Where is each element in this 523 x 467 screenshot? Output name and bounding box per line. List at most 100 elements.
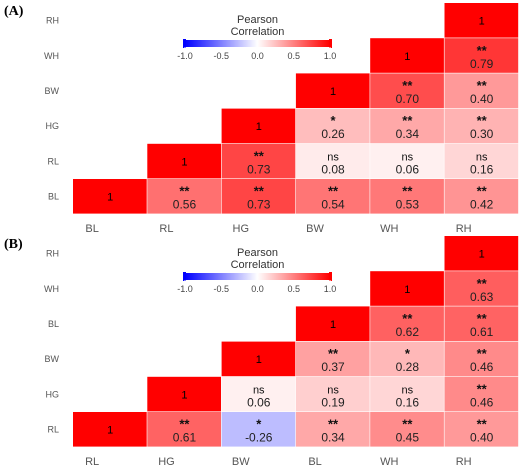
cell-value-label: 0.61 — [470, 325, 494, 339]
heatmap-cell — [370, 143, 444, 179]
cell-value-label: 0.73 — [247, 162, 271, 176]
heatmap-cell — [444, 108, 519, 144]
cell-value-label: 1 — [181, 156, 187, 168]
heatmap-cell — [147, 143, 221, 179]
x-tick-label: WH — [380, 223, 398, 235]
panel-label-a: (A) — [4, 4, 24, 19]
heatmap-cell — [295, 179, 370, 214]
y-tick-label: RH — [46, 249, 59, 259]
x-tick-label: WH — [380, 456, 398, 467]
cell-value-label: 0.40 — [470, 92, 494, 106]
heatmap-cell — [295, 341, 370, 377]
cell-value-label: 0.06 — [247, 395, 271, 409]
cell-significance-label: ** — [477, 346, 488, 361]
heatmap-cell — [147, 412, 221, 447]
legend-colorbar-cap — [329, 39, 332, 48]
x-tick-label: RL — [159, 223, 173, 235]
x-tick-label: BL — [85, 223, 98, 235]
cell-value-label: 0.79 — [470, 57, 494, 71]
correlation-heatmap-b: (B) 1 1 ** 0.63 1 ** 0.62 ** 0.61 1 ** 0.37 * 0.28 ** 0… — [0, 233, 523, 467]
heatmap-cell — [147, 179, 221, 214]
heatmap-cell — [370, 179, 444, 214]
heatmap-cell — [370, 412, 444, 447]
heatmap-cell — [370, 38, 444, 73]
cell-value-label: 0.45 — [396, 431, 420, 445]
cell-value-label: 1 — [107, 425, 113, 437]
legend-tick-label: 0.0 — [251, 51, 264, 61]
legend-title: Pearson — [237, 247, 278, 259]
cell-value-label: 0.62 — [396, 325, 420, 339]
heatmap-cell — [370, 341, 444, 377]
cell-value-label: 0.19 — [321, 395, 345, 409]
x-tick-label: HG — [233, 223, 250, 235]
cell-significance-label: * — [405, 346, 411, 361]
cell-significance-label: ** — [477, 113, 488, 128]
cell-value-label: 0.16 — [470, 162, 494, 176]
y-tick-label: BL — [48, 319, 59, 329]
heatmap-cell — [295, 143, 370, 179]
cell-value-label: 0.37 — [321, 360, 345, 374]
x-tick-label: BL — [308, 456, 321, 467]
cell-value-label: 0.63 — [470, 290, 494, 304]
cell-significance-label: ns — [402, 384, 414, 396]
x-tick-label: BW — [306, 223, 324, 235]
heatmap-cell — [370, 108, 444, 144]
heatmap-cell — [295, 108, 370, 144]
cell-value-label: 1 — [479, 249, 485, 261]
legend-tick-label: -0.5 — [213, 284, 229, 294]
cell-value-label: 1 — [330, 86, 336, 98]
y-tick-label: WH — [44, 51, 59, 61]
heatmap-cell — [73, 179, 147, 214]
heatmap-cell — [444, 236, 519, 271]
heatmap-a-svg: 11 **0.791 **0.70**0.401 *0.26**0.34**0.301… — [44, 3, 519, 235]
cell-significance-label: ns — [253, 384, 265, 396]
cell-value-label: 0.28 — [396, 360, 420, 374]
cell-value-label: 0.73 — [247, 198, 271, 212]
y-tick-label: BL — [48, 192, 59, 202]
heatmap-cell — [147, 376, 221, 412]
heatmap-cell — [444, 376, 519, 412]
heatmap-cell — [221, 179, 296, 214]
legend-title: Correlation — [231, 26, 285, 38]
cell-significance-label: ** — [328, 417, 339, 432]
heatmap-cell — [295, 412, 370, 447]
cell-value-label: 0.61 — [173, 431, 197, 445]
correlation-heatmap-a: (A) 1 1 ** 0.79 1 ** 0.70 ** 0.40 1 * 0.26 ** 0.34 ** 0… — [0, 0, 523, 235]
x-tick-label: RH — [456, 456, 472, 467]
cell-significance-label: ** — [179, 184, 190, 199]
legend-title: Pearson — [237, 14, 278, 26]
cell-value-label: 1 — [256, 121, 262, 133]
cell-value-label: 0.34 — [396, 127, 420, 141]
cell-value-label: 0.06 — [396, 162, 420, 176]
heatmap-cell — [444, 179, 519, 214]
y-tick-label: HG — [46, 121, 60, 131]
legend-colorbar-cap — [183, 39, 186, 48]
y-tick-label: HG — [46, 389, 60, 399]
cell-significance-label: ** — [328, 346, 339, 361]
cell-significance-label: ** — [477, 311, 488, 326]
x-tick-label: RL — [85, 456, 99, 467]
cell-value-label: 0.42 — [470, 198, 494, 212]
cell-value-label: 0.46 — [470, 360, 494, 374]
cell-value-label: 1 — [256, 354, 262, 366]
heatmap-cell — [295, 73, 370, 108]
cell-significance-label: ns — [327, 384, 339, 396]
cell-significance-label: ** — [477, 417, 488, 432]
x-tick-label: BW — [232, 456, 250, 467]
cell-significance-label: ns — [327, 151, 339, 163]
x-tick-label: HG — [158, 456, 175, 467]
y-tick-label: WH — [44, 284, 59, 294]
y-tick-label: RL — [47, 425, 59, 435]
legend-tick-label: 1.0 — [324, 51, 337, 61]
y-tick-label: BW — [45, 354, 60, 364]
heatmap-cell — [221, 341, 296, 377]
heatmap-cell — [221, 376, 296, 412]
cell-significance-label: * — [256, 417, 262, 432]
cell-significance-label: ** — [254, 184, 265, 199]
cell-value-label: 0.54 — [321, 198, 345, 212]
cell-value-label: 1 — [107, 192, 113, 204]
cell-value-label: 0.08 — [321, 162, 345, 176]
cell-value-label: 0.56 — [173, 198, 197, 212]
heatmap-cell — [73, 412, 147, 447]
legend-colorbar-cap — [329, 272, 332, 281]
